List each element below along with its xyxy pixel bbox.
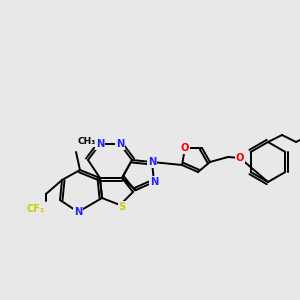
Text: N: N (150, 177, 158, 187)
Text: O: O (181, 143, 189, 153)
Text: O: O (236, 153, 244, 163)
Text: N: N (148, 157, 156, 167)
Text: N: N (74, 207, 82, 217)
Text: CH₃: CH₃ (78, 137, 96, 146)
Text: N: N (96, 139, 104, 149)
Text: S: S (118, 202, 126, 212)
Text: CF₃: CF₃ (27, 204, 45, 214)
Text: N: N (116, 139, 124, 149)
